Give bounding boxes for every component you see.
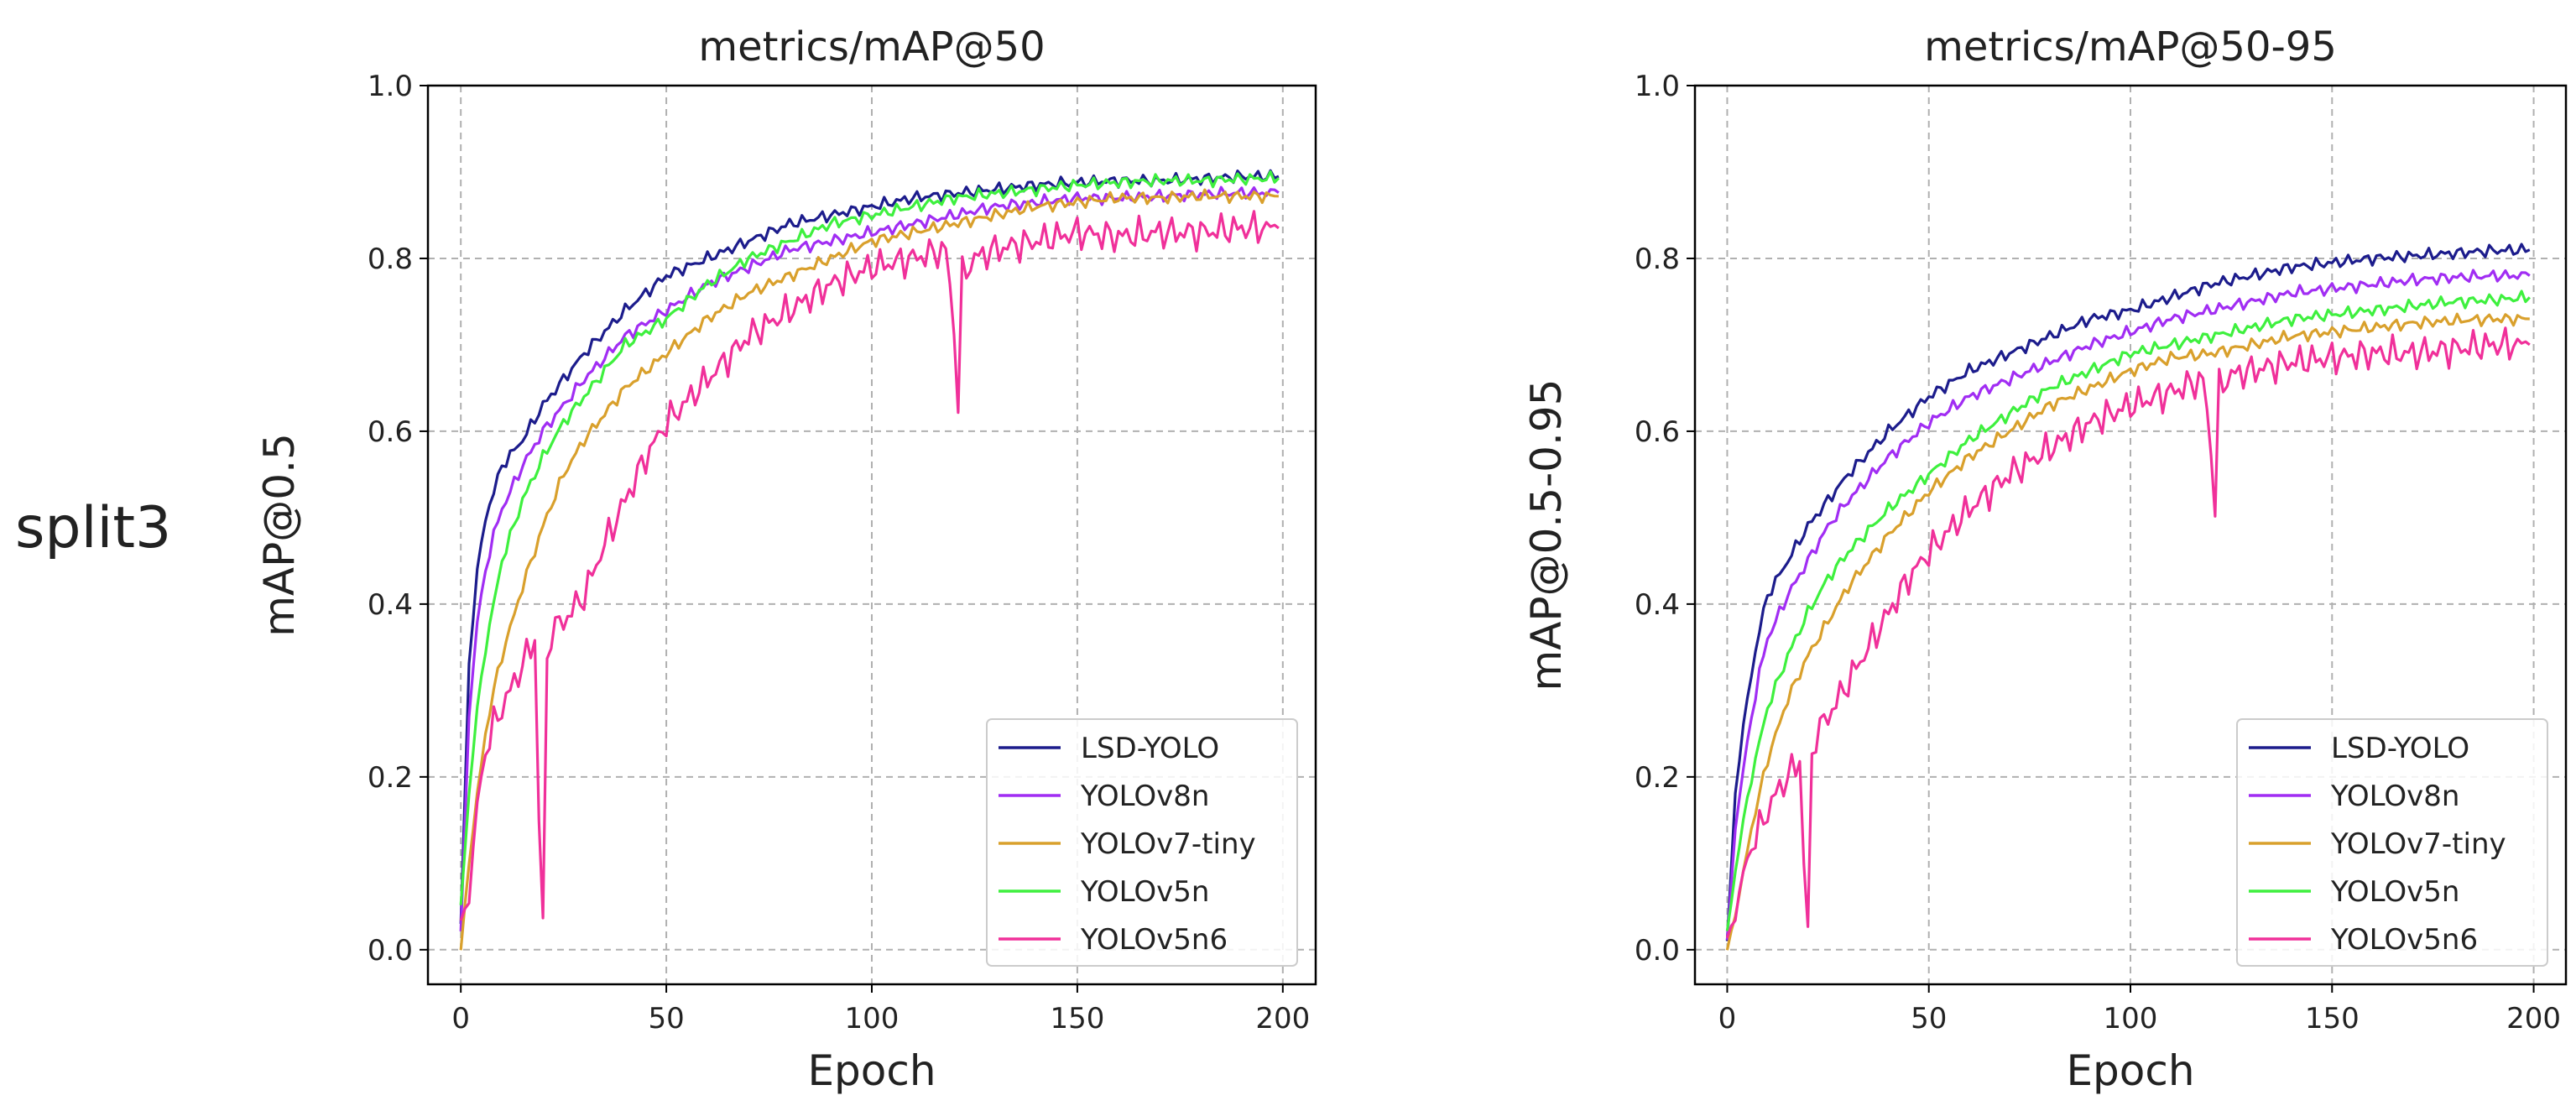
legend-entry: YOLOv8n bbox=[2330, 780, 2459, 813]
x-tick-label: 200 bbox=[1255, 1002, 1310, 1035]
series-line-yolov8n bbox=[459, 185, 1280, 931]
x-tick-label: 50 bbox=[648, 1002, 684, 1035]
x-axis-label: Epoch bbox=[807, 1046, 936, 1095]
series-line-lsd-yolo bbox=[459, 169, 1280, 924]
series-line-yolov7-tiny bbox=[1725, 312, 2530, 951]
y-tick-label: 0.8 bbox=[1635, 243, 1680, 276]
series-line-lsd-yolo bbox=[1725, 243, 2531, 941]
x-tick-label: 150 bbox=[2305, 1002, 2360, 1035]
y-tick-label: 0.6 bbox=[368, 415, 413, 449]
x-axis-label: Epoch bbox=[2066, 1046, 2194, 1095]
legend: LSD-YOLO YOLOv8n YOLOv7-tiny YOLOv5n YOLOv5n… bbox=[2236, 718, 2548, 967]
x-tick-label: 100 bbox=[2104, 1002, 2158, 1035]
x-tick-label: 50 bbox=[1911, 1002, 1947, 1035]
x-tick-label: 200 bbox=[2506, 1002, 2561, 1035]
y-tick-label: 1.0 bbox=[368, 70, 413, 103]
series-line-yolov8n bbox=[1725, 269, 2531, 941]
y-axis-label: mAP@0.5-0.95 bbox=[1522, 379, 1571, 691]
chart-1: 0 50 100 150 200 0.0 0.2 0.4 0.6 0.8 1.0 metrics/mA… bbox=[255, 23, 1317, 1095]
y-tick-label: 0.0 bbox=[368, 934, 413, 968]
x-tick-label: 0 bbox=[1718, 1002, 1737, 1035]
x-tick-label: 150 bbox=[1050, 1002, 1104, 1035]
legend-entry: LSD-YOLO bbox=[2331, 732, 2469, 765]
legend-box bbox=[986, 718, 1298, 967]
y-tick-label: 0.8 bbox=[368, 243, 413, 276]
legend-box bbox=[2236, 718, 2548, 967]
legend-entry: YOLOv7-tiny bbox=[2330, 827, 2506, 861]
legend-entry: YOLOv5n6 bbox=[2330, 923, 2478, 957]
legend-entry: YOLOv5n6 bbox=[1080, 923, 1228, 957]
y-tick-label: 0.0 bbox=[1635, 934, 1680, 968]
y-tick-label: 0.4 bbox=[368, 588, 413, 622]
y-tick-label: 1.0 bbox=[1635, 70, 1680, 103]
series-line-yolov5n6 bbox=[459, 210, 1280, 921]
series-line-yolov5n6 bbox=[1725, 326, 2531, 939]
split-row-label: split3 bbox=[15, 495, 172, 561]
legend-entry: YOLOv8n bbox=[1080, 780, 1209, 813]
y-tick-label: 0.4 bbox=[1635, 588, 1680, 622]
y-axis-label: mAP@0.5 bbox=[255, 433, 304, 637]
chart-2: 0 50 100 150 200 0.0 0.2 0.4 0.6 0.8 1.0 metrics/mA… bbox=[1522, 23, 2568, 1095]
y-tick-label: 0.2 bbox=[1635, 761, 1680, 795]
legend-entry: YOLOv5n bbox=[1080, 875, 1209, 909]
series-line-yolov5n bbox=[459, 170, 1280, 905]
legend-entry: YOLOv7-tiny bbox=[1080, 827, 1256, 861]
series-line-yolov7-tiny bbox=[459, 188, 1279, 951]
legend: LSD-YOLO YOLOv8n YOLOv7-tiny YOLOv5n YOLOv5n… bbox=[986, 718, 1298, 967]
legend-entry: LSD-YOLO bbox=[1081, 732, 1219, 765]
y-tick-label: 0.2 bbox=[368, 761, 413, 795]
series-line-yolov5n bbox=[1725, 289, 2531, 931]
chart-title: metrics/mAP@50 bbox=[698, 23, 1045, 70]
x-tick-label: 100 bbox=[845, 1002, 900, 1035]
x-tick-label: 0 bbox=[451, 1002, 470, 1035]
chart-title: metrics/mAP@50-95 bbox=[1924, 23, 2337, 70]
legend-entry: YOLOv5n bbox=[2330, 875, 2459, 909]
y-tick-label: 0.6 bbox=[1635, 415, 1680, 449]
